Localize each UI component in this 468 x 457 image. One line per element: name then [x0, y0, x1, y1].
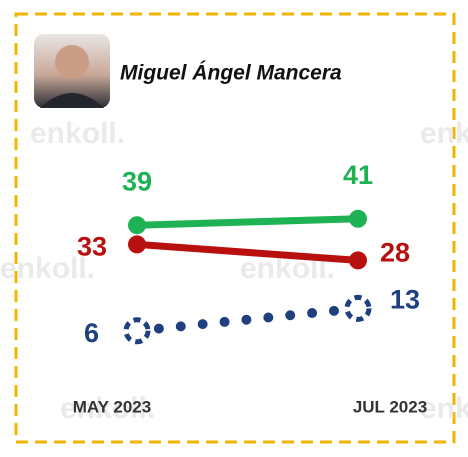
- series-line: [137, 219, 358, 225]
- data-label: 6: [84, 318, 99, 348]
- point: [347, 297, 369, 319]
- series-line: [137, 308, 358, 330]
- x-tick-label: MAY 2023: [73, 397, 151, 416]
- chart: Miguel Ángel Mancera enkoll. enkoll. enkol…: [0, 0, 468, 452]
- data-label: 28: [380, 238, 410, 268]
- chart-title: Miguel Ángel Mancera: [120, 62, 342, 85]
- data-label: 33: [77, 232, 107, 262]
- watermark: enkoll.: [420, 392, 468, 425]
- data-label: 13: [390, 285, 420, 315]
- portrait-head: [55, 45, 89, 79]
- point: [349, 210, 367, 228]
- point: [128, 235, 146, 253]
- point: [349, 251, 367, 269]
- point: [126, 320, 148, 342]
- x-tick-label: JUL 2023: [353, 397, 427, 416]
- point: [128, 216, 146, 234]
- watermark: enkoll.: [420, 117, 468, 150]
- data-label: 41: [343, 160, 373, 190]
- data-label: 39: [122, 166, 152, 196]
- watermark: enkoll.: [30, 117, 125, 150]
